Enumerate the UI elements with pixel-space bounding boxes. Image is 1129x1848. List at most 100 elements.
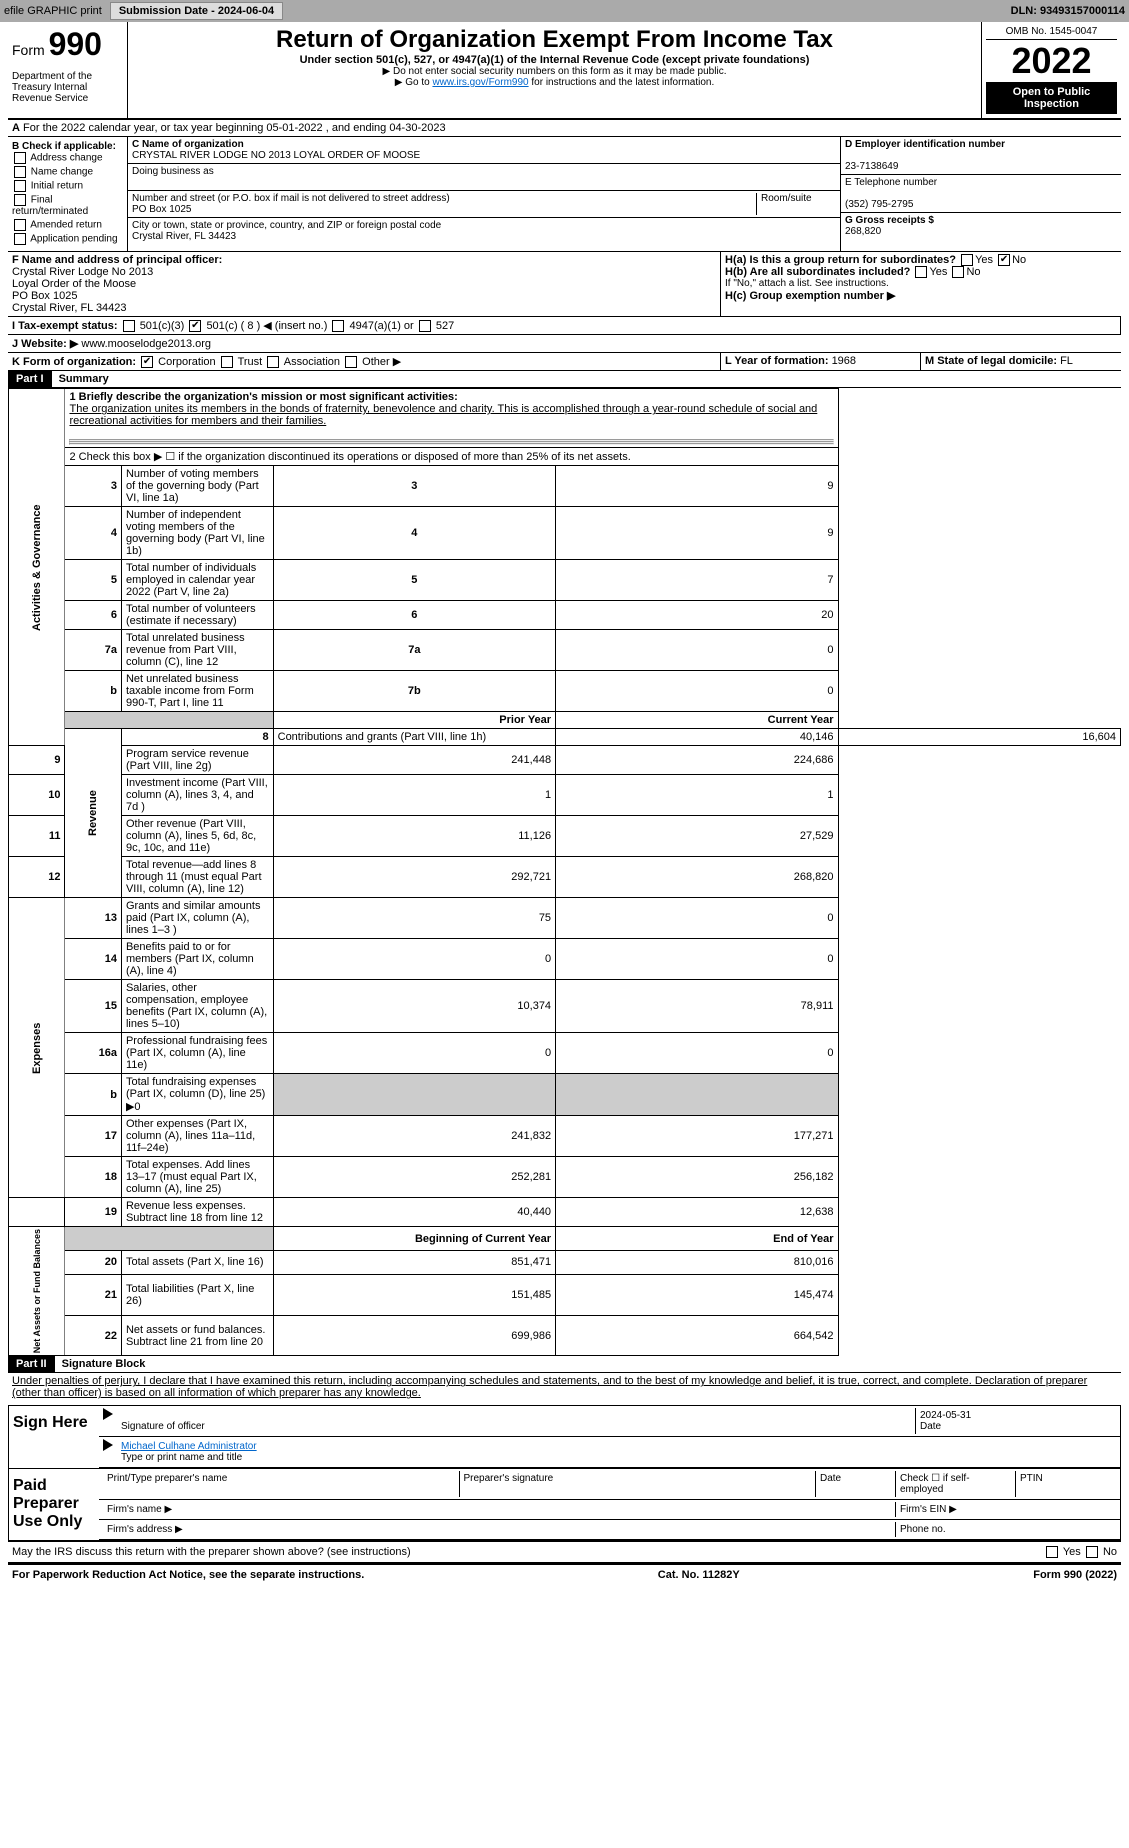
- part1-header: Part I: [8, 371, 52, 387]
- efile-label: efile GRAPHIC print: [4, 5, 102, 17]
- governance-label: Activities & Governance: [9, 389, 65, 746]
- footer-mid: Cat. No. 11282Y: [658, 1569, 740, 1581]
- ein-label: D Employer identification number: [845, 139, 1117, 150]
- ein-value: 23-7138649: [845, 161, 1117, 172]
- arrow-icon: [103, 1408, 113, 1420]
- 4947-checkbox[interactable]: [332, 320, 344, 332]
- part2-header: Part II: [8, 1356, 55, 1372]
- hb-no-checkbox[interactable]: [952, 266, 964, 278]
- firm-name-label: Firm's name ▶: [103, 1502, 896, 1517]
- officer-label: F Name and address of principal officer:: [12, 254, 222, 266]
- paid-preparer-label: Paid Preparer Use Only: [9, 1469, 99, 1540]
- line1-label: 1 Briefly describe the organization's mi…: [69, 391, 457, 403]
- corp-checkbox[interactable]: [141, 356, 153, 368]
- penalty-text: Under penalties of perjury, I declare th…: [8, 1373, 1121, 1401]
- officer-line1: Crystal River Lodge No 2013: [12, 266, 153, 278]
- ha-yes-checkbox[interactable]: [961, 254, 973, 266]
- assoc-checkbox[interactable]: [267, 356, 279, 368]
- org-name-label: C Name of organization: [132, 139, 244, 150]
- officer-line3: PO Box 1025: [12, 290, 77, 302]
- city-value: Crystal River, FL 34423: [132, 231, 236, 242]
- ssn-note: ▶ Do not enter social security numbers o…: [132, 66, 977, 77]
- check-amended-return[interactable]: Amended return: [12, 219, 123, 231]
- check-address-change[interactable]: Address change: [12, 152, 123, 164]
- goto-post: for instructions and the latest informat…: [529, 77, 715, 88]
- check-name-change[interactable]: Name change: [12, 166, 123, 178]
- dba-label: Doing business as: [132, 166, 214, 177]
- dln-label: DLN: 93493157000114: [1011, 5, 1125, 17]
- line-a-tax-year: A For the 2022 calendar year, or tax yea…: [8, 120, 1121, 137]
- hb-yes-checkbox[interactable]: [915, 266, 927, 278]
- revenue-label: Revenue: [65, 729, 121, 898]
- gross-value: 268,820: [845, 226, 1117, 237]
- year-formation: 1968: [832, 355, 856, 367]
- line7a-value: 0: [556, 630, 838, 671]
- date-label: Date: [920, 1421, 941, 1432]
- form-header: Form 990 Department of the Treasury Inte…: [8, 22, 1121, 120]
- end-year-header: End of Year: [556, 1227, 838, 1251]
- form-title: Return of Organization Exempt From Incom…: [132, 26, 977, 54]
- sig-officer-label: Signature of officer: [121, 1421, 205, 1432]
- summary-table: Activities & Governance 1 Briefly descri…: [8, 388, 1121, 1356]
- city-label: City or town, state or province, country…: [132, 220, 441, 231]
- room-label: Room/suite: [761, 193, 812, 204]
- ha-no-checkbox[interactable]: [998, 254, 1010, 266]
- discuss-no-checkbox[interactable]: [1086, 1546, 1098, 1558]
- sign-here-label: Sign Here: [9, 1406, 99, 1468]
- 527-checkbox[interactable]: [419, 320, 431, 332]
- tax-year: 2022: [986, 40, 1117, 82]
- irs-link[interactable]: www.irs.gov/Form990: [432, 77, 528, 88]
- 501c-checkbox[interactable]: [189, 320, 201, 332]
- other-checkbox[interactable]: [345, 356, 357, 368]
- trust-checkbox[interactable]: [221, 356, 233, 368]
- form-subtitle: Under section 501(c), 527, or 4947(a)(1)…: [132, 54, 977, 66]
- check-final-return[interactable]: Final return/terminated: [12, 194, 123, 217]
- form-label: Form: [12, 42, 45, 58]
- org-name: CRYSTAL RIVER LODGE NO 2013 LOYAL ORDER …: [132, 150, 420, 161]
- state-domicile-label: M State of legal domicile:: [925, 355, 1060, 367]
- footer-left: For Paperwork Reduction Act Notice, see …: [12, 1569, 364, 1581]
- sig-date-value: 2024-05-31: [920, 1410, 971, 1421]
- line5-value: 7: [556, 560, 838, 601]
- prep-sig-label: Preparer's signature: [460, 1471, 817, 1497]
- section-b-checkboxes: B Check if applicable: Address change Na…: [8, 137, 128, 251]
- firm-phone-label: Phone no.: [896, 1522, 1116, 1537]
- street-value: PO Box 1025: [132, 204, 191, 215]
- year-formation-label: L Year of formation:: [725, 355, 832, 367]
- phone-label: E Telephone number: [845, 177, 1117, 188]
- omb-number: OMB No. 1545-0047: [986, 26, 1117, 40]
- hc-label: H(c) Group exemption number ▶: [725, 290, 895, 302]
- line3-value: 9: [556, 466, 838, 507]
- type-name-label: Type or print name and title: [121, 1452, 242, 1463]
- prior-year-header: Prior Year: [273, 712, 555, 729]
- website-value: www.mooselodge2013.org: [78, 338, 211, 350]
- line4-value: 9: [556, 507, 838, 560]
- line2-text: 2 Check this box ▶ ☐ if the organization…: [65, 448, 838, 466]
- check-initial-return[interactable]: Initial return: [12, 180, 123, 192]
- part1-title: Summary: [55, 371, 113, 387]
- goto-pre: ▶ Go to: [395, 77, 433, 88]
- line6-value: 20: [556, 601, 838, 630]
- mission-text: The organization unites its members in t…: [69, 403, 817, 427]
- submission-date-button[interactable]: Submission Date - 2024-06-04: [110, 2, 283, 20]
- arrow-icon: [103, 1439, 113, 1451]
- website-label: J Website: ▶: [12, 338, 78, 350]
- state-domicile: FL: [1060, 355, 1073, 367]
- form-org-label: K Form of organization:: [12, 356, 136, 368]
- discuss-yes-checkbox[interactable]: [1046, 1546, 1058, 1558]
- footer-right: Form 990 (2022): [1033, 1569, 1117, 1581]
- ha-label: H(a) Is this a group return for subordin…: [725, 254, 956, 266]
- officer-line2: Loyal Order of the Moose: [12, 278, 136, 290]
- prep-date-label: Date: [816, 1471, 896, 1497]
- part2-title: Signature Block: [58, 1356, 150, 1372]
- hb-label: H(b) Are all subordinates included?: [725, 266, 910, 278]
- firm-addr-label: Firm's address ▶: [103, 1522, 896, 1537]
- officer-name-link[interactable]: Michael Culhane Administrator: [121, 1441, 257, 1452]
- netassets-label: Net Assets or Fund Balances: [9, 1227, 65, 1356]
- hb-note: If "No," attach a list. See instructions…: [725, 278, 1117, 289]
- check-application-pending[interactable]: Application pending: [12, 233, 123, 245]
- form-number: 990: [49, 26, 102, 62]
- current-year-header: Current Year: [556, 712, 838, 729]
- 501c3-checkbox[interactable]: [123, 320, 135, 332]
- discuss-text: May the IRS discuss this return with the…: [12, 1546, 411, 1558]
